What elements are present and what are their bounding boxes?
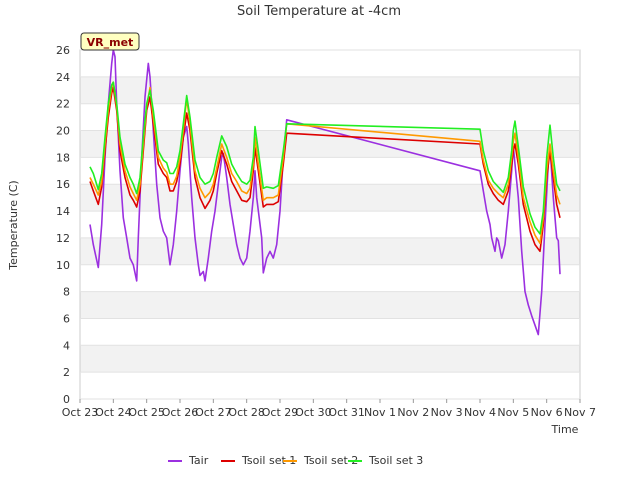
series-line-tsoil-set-2 <box>89 81 561 245</box>
x-tick-label: Nov 3 <box>431 406 463 419</box>
y-tick-label: 16 <box>56 178 70 191</box>
x-tick-label: Nov 4 <box>464 406 496 419</box>
legend-label: Tair <box>188 454 209 467</box>
x-tick-label: Oct 29 <box>262 406 299 419</box>
legend-label: Tsoil set 2 <box>303 454 358 467</box>
y-tick-label: 8 <box>63 286 70 299</box>
series-line-tair <box>89 49 561 336</box>
x-tick-label: Nov 7 <box>564 406 596 419</box>
background-band <box>80 345 580 373</box>
y-tick-label: 20 <box>56 125 70 138</box>
background-band <box>80 103 580 131</box>
badge-label: VR_met <box>87 36 134 49</box>
y-tick-label: 26 <box>56 44 70 57</box>
background-band <box>80 76 580 104</box>
series-line-tsoil-set-3 <box>89 81 561 235</box>
series-lines <box>89 49 561 336</box>
x-tick-label: Nov 5 <box>497 406 529 419</box>
background-band <box>80 50 580 77</box>
x-tick-label: Nov 2 <box>397 406 429 419</box>
y-tick-label: 12 <box>56 232 70 245</box>
legend-item-tsoil-set-2: Tsoil set 2 <box>283 454 358 467</box>
x-axis-label: Time <box>551 423 579 436</box>
y-tick-label: 0 <box>63 393 70 406</box>
background-band <box>80 264 580 292</box>
x-tick-label: Oct 25 <box>128 406 165 419</box>
x-tick-label: Oct 26 <box>162 406 199 419</box>
legend-label: Tsoil set 1 <box>241 454 296 467</box>
y-tick-label: 18 <box>56 151 70 164</box>
y-axis-label: Temperature (C) <box>7 180 20 270</box>
series-line-tsoil-set-1 <box>89 86 561 253</box>
x-tick-label: Nov 1 <box>364 406 396 419</box>
y-tick-label: 24 <box>56 71 70 84</box>
legend-item-tsoil-set-3: Tsoil set 3 <box>348 454 423 467</box>
background-band <box>80 157 580 185</box>
x-tick-label: Oct 24 <box>95 406 132 419</box>
background-band <box>80 318 580 346</box>
x-tick-label: Oct 30 <box>295 406 332 419</box>
y-tick-label: 4 <box>63 339 70 352</box>
background-band <box>80 372 580 399</box>
x-tick-label: Oct 31 <box>328 406 365 419</box>
legend-item-tsoil-set-1: Tsoil set 1 <box>221 454 296 467</box>
chart-title: Soil Temperature at -4cm <box>237 4 401 19</box>
legend: Tair Tsoil set 1 Tsoil set 2 Tsoil set 3 <box>168 454 423 467</box>
x-tick-label: Nov 6 <box>531 406 563 419</box>
background-band <box>80 291 580 319</box>
legend-label: Tsoil set 3 <box>368 454 423 467</box>
y-tick-label: 2 <box>63 366 70 379</box>
y-tick-label: 10 <box>56 259 70 272</box>
vr-met-badge: VR_met <box>80 32 140 51</box>
background-band <box>80 211 580 238</box>
legend-item-tair: Tair <box>168 454 209 467</box>
y-tick-label: 14 <box>56 205 70 218</box>
x-tick-label: Oct 27 <box>195 406 232 419</box>
y-tick-label: 6 <box>63 312 70 325</box>
x-tick-label: Oct 23 <box>62 406 99 419</box>
x-tick-label: Oct 28 <box>228 406 265 419</box>
badge-box <box>80 32 140 51</box>
y-tick-label: 22 <box>56 98 70 111</box>
plot-background-bands <box>80 50 580 399</box>
